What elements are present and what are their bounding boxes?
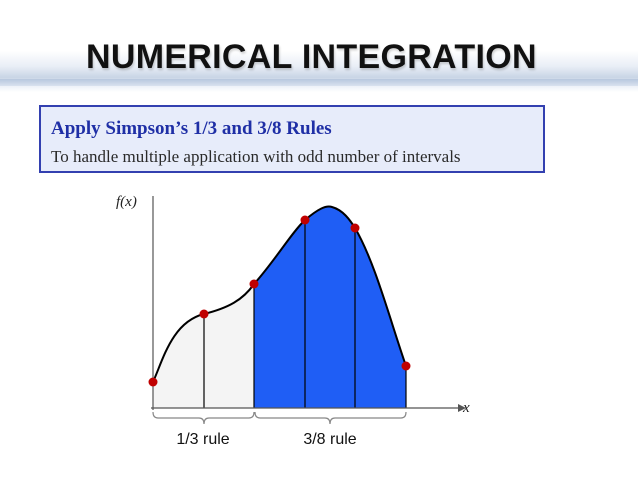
sample-point	[350, 223, 360, 233]
slide-title: NUMERICAL INTEGRATION	[86, 38, 537, 76]
sample-point	[401, 361, 411, 371]
three-eighths-rule-region	[254, 206, 406, 408]
sample-point	[148, 377, 158, 387]
y-axis-label: f(x)	[116, 194, 137, 210]
x-axis-arrow-icon	[458, 404, 466, 412]
callout-heading: Apply Simpson’s 1/3 and 3/8 Rules	[51, 118, 332, 139]
one-third-rule-brace	[152, 411, 255, 425]
sample-point	[249, 279, 259, 289]
sample-point	[300, 215, 310, 225]
sample-point	[199, 309, 209, 319]
callout-box: Apply Simpson’s 1/3 and 3/8 Rules To han…	[39, 105, 545, 173]
three-eighths-rule-brace	[254, 411, 407, 425]
one-third-rule-label: 1/3 rule	[176, 431, 229, 448]
title-band	[0, 0, 638, 92]
three-eighths-rule-label: 3/8 rule	[303, 431, 356, 448]
title-underline	[0, 79, 638, 86]
x-axis-label: x	[462, 400, 470, 416]
callout-text: To handle multiple application with odd …	[51, 147, 461, 166]
